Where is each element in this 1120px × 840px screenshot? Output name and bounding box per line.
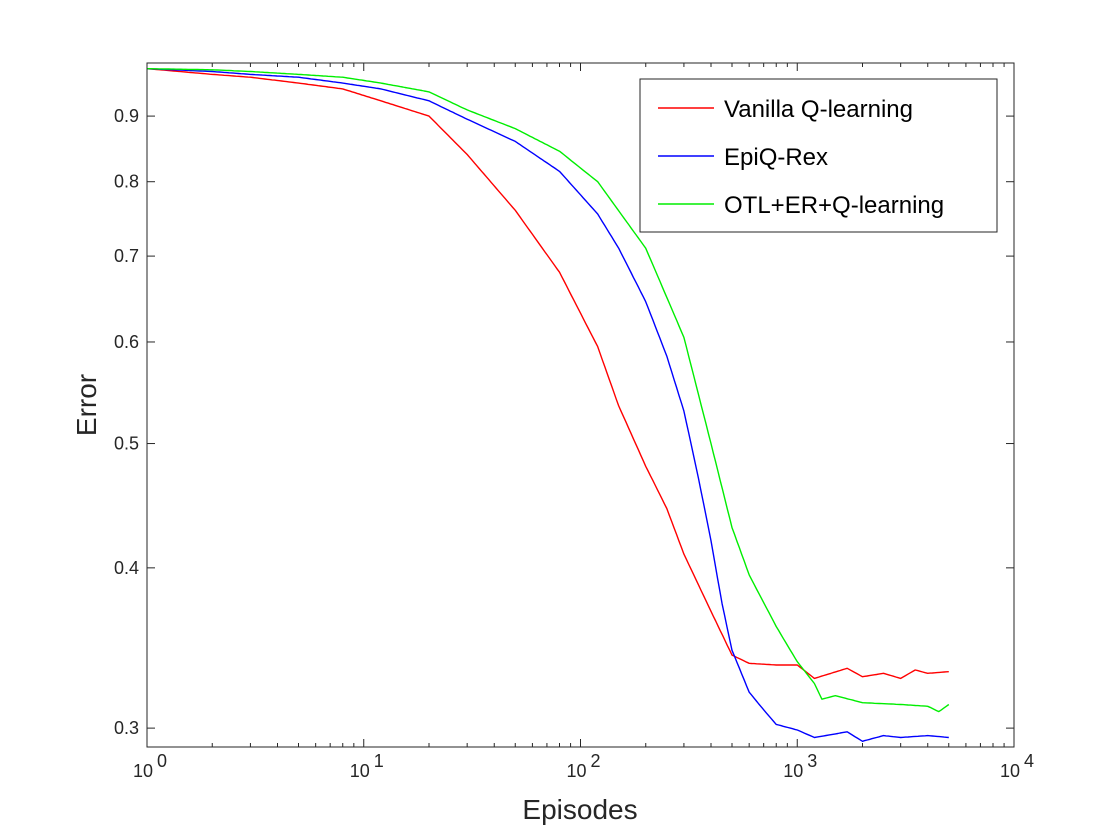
legend-label-otl-er-q-learning: OTL+ER+Q-learning — [724, 192, 944, 219]
y-tick-label: 0.5 — [114, 434, 139, 454]
x-axis-label: Episodes — [522, 794, 637, 825]
y-tick-label: 0.7 — [114, 246, 139, 266]
series-line-epiq-rex — [146, 68, 949, 742]
series-line-vanilla-q-learning — [146, 68, 949, 680]
series-layer — [146, 68, 950, 742]
y-tick-label: 0.4 — [114, 558, 139, 578]
x-tick-label: 10 — [133, 761, 153, 781]
x-tick-exponent: 2 — [591, 751, 601, 771]
x-tick-exponent: 4 — [1024, 751, 1034, 771]
legend-label-epiq-rex: EpiQ-Rex — [724, 144, 828, 171]
x-tick-exponent: 0 — [157, 751, 167, 771]
x-axis-ticks: 10 0 10 1 10 2 10 3 10 4 — [133, 63, 1034, 781]
legend: Vanilla Q-learning EpiQ-Rex OTL+ER+Q-lea… — [639, 78, 998, 233]
x-tick-exponent: 1 — [374, 751, 384, 771]
x-tick-label: 10 — [350, 761, 370, 781]
x-tick-label: 10 — [783, 761, 803, 781]
x-tick-exponent: 3 — [807, 751, 817, 771]
series-line-otl-er-q-learning — [147, 68, 950, 713]
y-axis-ticks: 0.3 0.4 0.5 0.6 0.7 0.8 0.9 — [114, 106, 1014, 738]
x-tick-label: 10 — [566, 761, 586, 781]
y-tick-label: 0.6 — [114, 332, 139, 352]
y-tick-label: 0.9 — [114, 106, 139, 126]
y-tick-label: 0.8 — [114, 172, 139, 192]
y-axis-label: Error — [71, 374, 102, 436]
x-tick-label: 10 — [1000, 761, 1020, 781]
y-tick-label: 0.3 — [114, 718, 139, 738]
legend-label-vanilla-q-learning: Vanilla Q-learning — [724, 96, 913, 123]
